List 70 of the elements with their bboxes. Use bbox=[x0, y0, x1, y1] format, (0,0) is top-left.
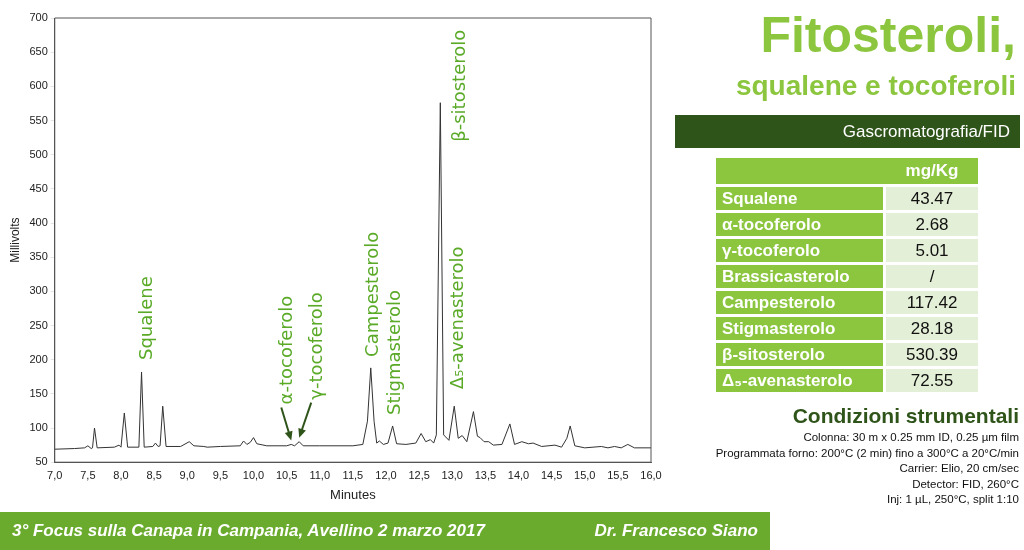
text: 2.68 bbox=[915, 214, 949, 234]
text: 72.55 bbox=[910, 370, 954, 390]
y-tick-label: 700 bbox=[29, 11, 48, 24]
category-label: Stigmasterolo bbox=[716, 317, 886, 340]
text: Gascromatografia/FID bbox=[675, 115, 1020, 148]
y-tick-label: 550 bbox=[29, 113, 48, 126]
text: Detector: FID, 260°C bbox=[911, 476, 1019, 492]
text: Condizioni strumentali bbox=[791, 403, 1019, 429]
x-tick-label: 12,0 bbox=[375, 468, 397, 481]
y-tick-label: 250 bbox=[29, 318, 48, 331]
text: 28.18 bbox=[910, 318, 954, 338]
text: Programmata forno: 200°C (2 min) fino a 300°C a 20°C/min bbox=[715, 445, 1019, 461]
y-tick-label: 500 bbox=[29, 147, 48, 160]
text: mg/Kg bbox=[886, 158, 978, 184]
text: 3° Focus sulla Canapa in Campania, Avellino 2 marzo 2017 bbox=[12, 521, 485, 541]
category-label: Campesterolo bbox=[716, 291, 886, 314]
x-tick-label: 12,5 bbox=[408, 468, 430, 481]
text: squalene e tocoferoli bbox=[735, 70, 1016, 102]
text: 43.47 bbox=[910, 188, 954, 208]
x-tick-label: 13,0 bbox=[441, 468, 463, 481]
category-label: β-sitosterolo bbox=[716, 343, 886, 366]
x-tick-label: 9,0 bbox=[179, 468, 195, 481]
y-tick-label: 350 bbox=[29, 250, 48, 263]
y-tick-label: 300 bbox=[29, 284, 48, 297]
text: Carrier: Elio, 20 cm/sec bbox=[898, 461, 1019, 477]
y-axis-title: Millivolts bbox=[7, 217, 22, 263]
text: / bbox=[929, 266, 935, 286]
x-tick-label: 11,0 bbox=[309, 468, 331, 481]
text: 530.39 bbox=[906, 344, 958, 364]
category-label: γ-tocoferolo bbox=[716, 239, 886, 262]
text: Colonna: 30 m x 0.25 mm ID, 0.25 µm film bbox=[802, 430, 1019, 445]
x-tick-label: 7,5 bbox=[80, 468, 96, 481]
x-tick-label: 15,0 bbox=[574, 468, 596, 481]
text: Inj: 1 µL, 250°C, split 1:10 bbox=[885, 492, 1019, 508]
text: 117.42 bbox=[906, 292, 958, 312]
y-tick-label: 100 bbox=[29, 421, 48, 434]
y-tick-label: 200 bbox=[29, 352, 48, 365]
x-tick-label: 9,5 bbox=[212, 468, 229, 481]
x-tick-label: 8,0 bbox=[113, 468, 129, 481]
annotation: α-tocoferolo bbox=[274, 295, 296, 405]
x-tick-label: 16,0 bbox=[640, 468, 662, 481]
category-label: Δ₅-avenasterolo bbox=[716, 369, 886, 392]
annotation: Campesterolo bbox=[361, 231, 383, 357]
x-tick-label: 14,0 bbox=[507, 468, 530, 481]
x-tick-label: 14,5 bbox=[540, 468, 563, 481]
annotation: Δ₅-avenasterolo bbox=[445, 246, 467, 390]
y-tick-label: 450 bbox=[29, 181, 48, 194]
y-tick-label: 400 bbox=[29, 216, 48, 229]
y-tick-label: 50 bbox=[35, 455, 48, 468]
x-tick-label: 13,5 bbox=[474, 468, 497, 481]
y-tick-label: 150 bbox=[29, 386, 48, 399]
x-tick-label: 8,5 bbox=[146, 468, 162, 481]
text: Dr. Francesco Siano bbox=[594, 521, 758, 541]
annotation: β-sitosterolo bbox=[448, 29, 469, 142]
annotation: γ-tocoferolo bbox=[304, 292, 326, 400]
annotation: Stigmasterolo bbox=[383, 289, 405, 415]
x-tick-label: 7,0 bbox=[47, 468, 63, 481]
x-axis-title: Minutes bbox=[330, 486, 377, 502]
x-tick-label: 10,0 bbox=[242, 468, 265, 481]
y-tick-label: 600 bbox=[29, 79, 48, 92]
category-label: Brassicasterolo bbox=[716, 265, 886, 288]
text: Fitosteroli, bbox=[760, 6, 1016, 64]
category-label: Squalene bbox=[716, 187, 886, 210]
y-tick-label: 650 bbox=[29, 45, 48, 58]
x-tick-label: 10,5 bbox=[275, 468, 298, 481]
text: 5.01 bbox=[915, 240, 949, 260]
x-tick-label: 15,5 bbox=[607, 468, 629, 481]
annotation: Squalene bbox=[135, 276, 157, 360]
x-tick-label: 11,5 bbox=[342, 468, 364, 481]
category-label: α-tocoferolo bbox=[716, 213, 886, 236]
